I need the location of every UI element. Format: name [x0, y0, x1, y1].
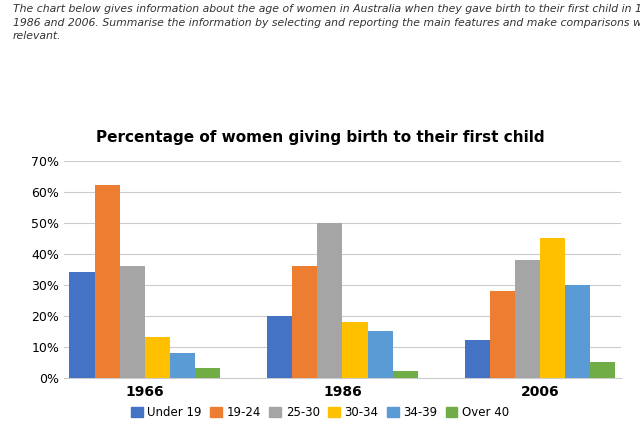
Bar	[590, 362, 616, 378]
Bar	[342, 322, 367, 378]
Bar	[69, 272, 95, 378]
Bar	[367, 331, 393, 378]
Bar	[95, 185, 120, 378]
Bar	[195, 368, 220, 378]
Text: Percentage of women giving birth to their first child: Percentage of women giving birth to thei…	[96, 130, 544, 145]
Bar	[393, 372, 418, 378]
Bar	[565, 285, 590, 378]
Bar	[170, 353, 195, 378]
Bar	[145, 337, 170, 378]
Bar	[267, 316, 292, 378]
Bar	[120, 266, 145, 378]
Bar	[540, 238, 565, 378]
Legend: Under 19, 19-24, 25-30, 30-34, 34-39, Over 40: Under 19, 19-24, 25-30, 30-34, 34-39, Ov…	[126, 401, 514, 424]
Bar	[515, 260, 540, 378]
Bar	[292, 266, 317, 378]
Bar	[490, 291, 515, 378]
Text: The chart below gives information about the age of women in Australia when they : The chart below gives information about …	[13, 4, 640, 41]
Bar	[465, 340, 490, 378]
Bar	[317, 223, 342, 378]
